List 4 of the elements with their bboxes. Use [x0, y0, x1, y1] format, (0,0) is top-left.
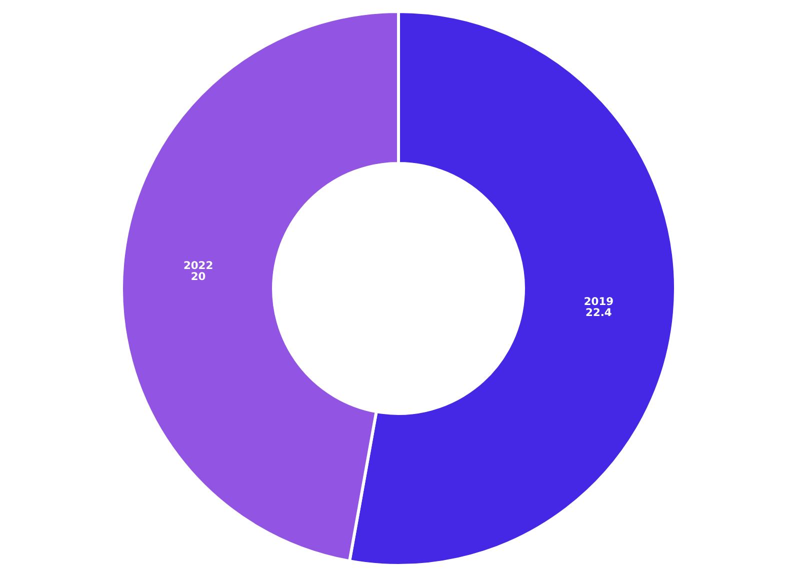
- data-label: 22.4: [586, 306, 612, 319]
- slice-label: 2022: [183, 259, 214, 272]
- data-label: 20: [190, 270, 206, 284]
- slice-label: 2019: [584, 294, 614, 308]
